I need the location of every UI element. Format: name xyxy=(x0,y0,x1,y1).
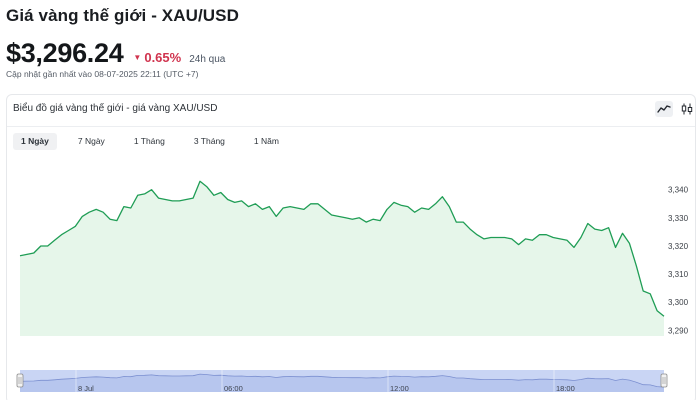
range-tabs: 1 Ngày 7 Ngày 1 Tháng 3 Tháng 1 Năm xyxy=(13,133,300,150)
navigator-label: 12:00 xyxy=(390,384,409,393)
tab-1-day[interactable]: 1 Ngày xyxy=(13,133,57,150)
navigator-line xyxy=(19,373,665,388)
page-title: Giá vàng thế giới - XAU/USD xyxy=(6,6,239,25)
navigator-left-handle[interactable] xyxy=(16,373,24,388)
candlestick-button[interactable] xyxy=(678,101,696,117)
navigator-area xyxy=(20,374,664,392)
y-tick-label: 3,290 xyxy=(668,326,689,335)
price-row: $3,296.24 ▼ 0.65% 24h qua xyxy=(6,38,225,69)
price-change: ▼ 0.65% xyxy=(133,50,181,65)
y-tick-label: 3,300 xyxy=(668,298,689,307)
y-tick-label: 3,330 xyxy=(668,214,689,223)
tab-1-year[interactable]: 1 Năm xyxy=(253,136,279,146)
current-price: $3,296.24 xyxy=(6,38,124,68)
price-line xyxy=(19,180,665,317)
line-chart-icon xyxy=(657,105,671,113)
y-tick-label: 3,320 xyxy=(668,242,689,251)
card-divider xyxy=(7,126,695,127)
y-tick-label: 3,340 xyxy=(668,186,689,195)
line-chart-button[interactable] xyxy=(655,101,673,117)
navigator-label: 06:00 xyxy=(224,384,243,393)
navigator-label: 8 Jul xyxy=(78,384,94,393)
candlestick-icon xyxy=(681,103,693,115)
last-updated: Cập nhật gần nhất vào 08-07-2025 22:11 (… xyxy=(6,69,199,79)
tab-7-days[interactable]: 7 Ngày xyxy=(77,136,105,146)
navigator-label: 18:00 xyxy=(556,384,575,393)
tab-3-months[interactable]: 3 Tháng xyxy=(193,136,225,146)
tab-1-month[interactable]: 1 Tháng xyxy=(133,136,165,146)
change-percent: 0.65% xyxy=(144,50,182,65)
y-tick-label: 3,310 xyxy=(668,270,689,279)
navigator-right-handle[interactable] xyxy=(660,373,668,388)
change-period: 24h qua xyxy=(189,54,226,65)
y-axis: 3,290 3,300 3,310 3,320 3,330 3,340 xyxy=(668,186,689,336)
price-area xyxy=(20,181,664,336)
chart-title: Biểu đồ giá vàng thế giới - giá vàng XAU… xyxy=(13,103,218,114)
down-arrow-icon: ▼ xyxy=(133,53,142,62)
